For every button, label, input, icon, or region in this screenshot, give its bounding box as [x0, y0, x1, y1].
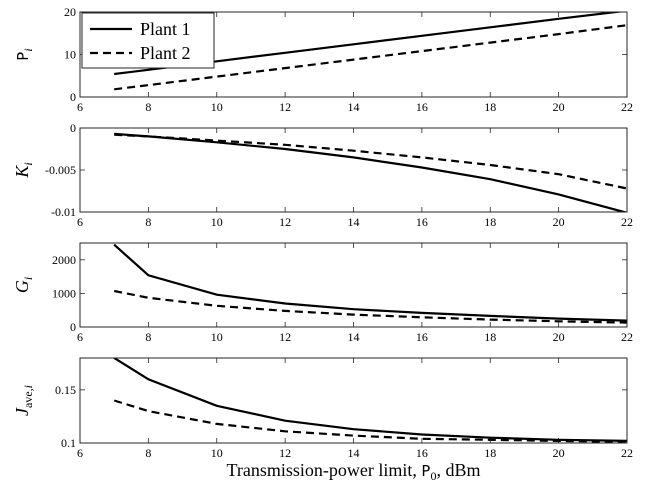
- x-tick-label: 14: [348, 446, 360, 460]
- x-tick-label: 8: [145, 100, 151, 114]
- x-tick-label: 18: [484, 215, 496, 229]
- x-tick-label: 10: [211, 100, 223, 114]
- x-tick-label: 18: [484, 446, 496, 460]
- x-tick-label: 8: [145, 215, 151, 229]
- x-tick-label: 20: [553, 446, 565, 460]
- y-tick-label: 20: [64, 5, 76, 19]
- legend-label-2: Plant 2: [140, 43, 191, 63]
- x-tick-label: 22: [621, 330, 633, 344]
- x-tick-label: 8: [145, 446, 151, 460]
- y-tick-label: -0.005: [45, 163, 76, 177]
- series-line-2: [114, 133, 627, 190]
- x-tick-label: 10: [211, 446, 223, 460]
- y-tick-label: 0.15: [55, 383, 76, 397]
- series-line-2: [113, 399, 627, 443]
- y-axis-label: Ki: [12, 162, 35, 178]
- x-axis-label: Transmission-power limit, P0, dBm: [227, 460, 481, 483]
- series-line-1: [113, 358, 627, 442]
- series-line-2: [114, 24, 627, 91]
- x-tick-label: 8: [145, 330, 151, 344]
- y-tick-label: 10: [64, 48, 76, 62]
- x-tick-label: 16: [416, 330, 428, 344]
- series-line-1: [114, 132, 627, 212]
- series-line-2: [113, 289, 627, 324]
- x-tick-label: 18: [484, 330, 496, 344]
- x-tick-label: 12: [279, 330, 291, 344]
- x-tick-label: 14: [348, 100, 360, 114]
- x-tick-label: 16: [416, 446, 428, 460]
- x-tick-label: 20: [553, 100, 565, 114]
- x-tick-label: 10: [211, 330, 223, 344]
- x-tick-label: 12: [279, 100, 291, 114]
- axes-box: [79, 357, 628, 444]
- y-tick-label: -0.01: [51, 205, 76, 219]
- y-tick-label: 0: [70, 320, 76, 334]
- legend-box: [81, 12, 215, 69]
- x-tick-label: 22: [621, 446, 633, 460]
- y-tick-label: 0.1: [61, 436, 76, 450]
- y-tick-label: 2000: [52, 253, 76, 267]
- x-tick-label: 20: [553, 330, 565, 344]
- y-tick-label: 1000: [52, 286, 76, 300]
- y-axis-label: Pi: [14, 48, 35, 60]
- x-tick-label: 10: [211, 215, 223, 229]
- x-tick-label: 14: [348, 215, 360, 229]
- y-axis-label: Jave,i: [12, 385, 35, 416]
- y-tick-label: 0: [70, 90, 76, 104]
- legend-label-1: Plant 1: [140, 19, 191, 39]
- x-tick-label: 12: [279, 446, 291, 460]
- x-tick-label: 14: [348, 330, 360, 344]
- y-axis-label: Gi: [12, 277, 35, 293]
- x-tick-label: 22: [621, 215, 633, 229]
- x-tick-label: 6: [77, 330, 83, 344]
- x-tick-label: 18: [484, 100, 496, 114]
- x-tick-label: 6: [77, 215, 83, 229]
- axes-box: [79, 127, 628, 213]
- x-tick-label: 16: [416, 215, 428, 229]
- x-tick-label: 12: [279, 215, 291, 229]
- y-tick-label: 0: [70, 121, 76, 135]
- x-tick-label: 22: [621, 100, 633, 114]
- x-tick-label: 16: [416, 100, 428, 114]
- x-tick-label: 6: [77, 100, 83, 114]
- series-line-1: [113, 243, 627, 322]
- axes-box: [79, 11, 628, 98]
- axes-box: [79, 242, 628, 328]
- x-tick-label: 20: [553, 215, 565, 229]
- x-tick-label: 6: [77, 446, 83, 460]
